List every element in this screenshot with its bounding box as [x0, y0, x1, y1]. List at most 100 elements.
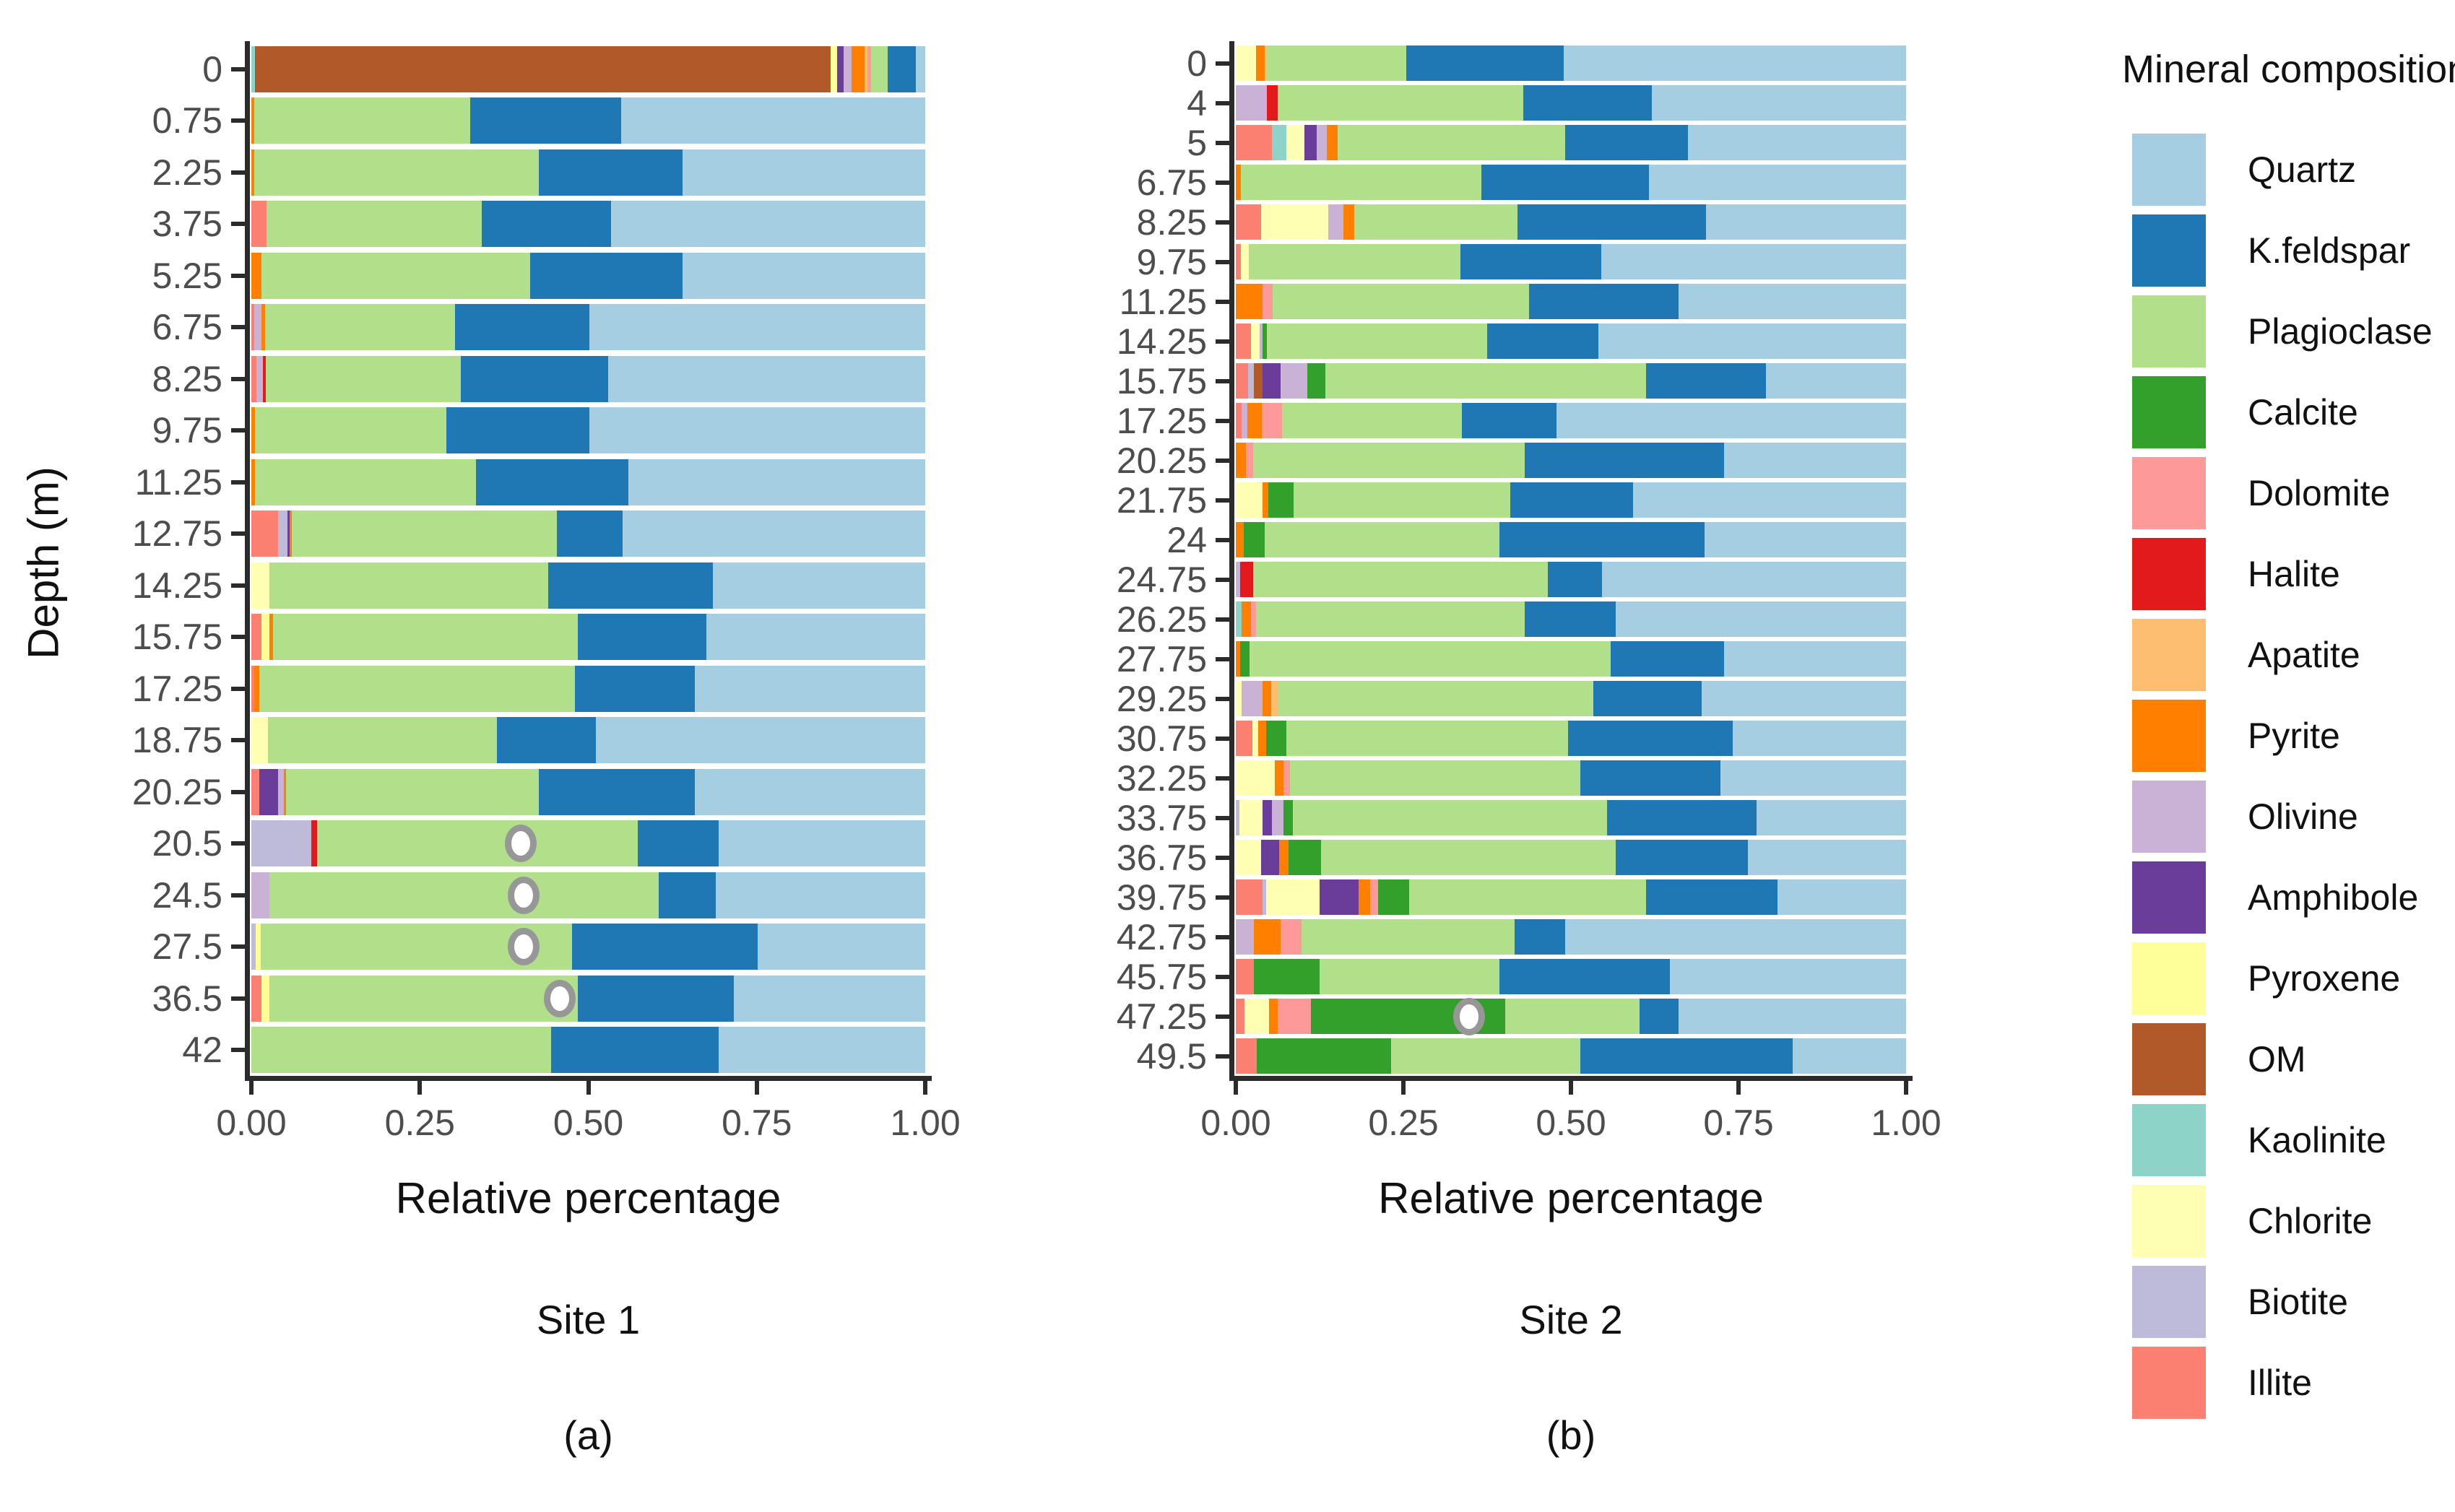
bar-segment-plagioclase	[1266, 323, 1487, 360]
bar-segment-kfeldspar	[1499, 958, 1671, 995]
bar-segment-kfeldspar	[1406, 45, 1564, 82]
bar-row	[1236, 164, 1906, 201]
bar-row	[251, 459, 925, 505]
bar-segment-olivine	[1236, 918, 1255, 955]
legend-swatch	[2132, 214, 2206, 287]
bar-segment-kfeldspar	[1580, 1038, 1793, 1074]
bar-segment-quartz	[734, 975, 925, 1022]
y-tick-mark	[1216, 617, 1229, 622]
bar-segment-kfeldspar	[454, 304, 590, 351]
y-tick-label: 36.5	[152, 978, 222, 1019]
y-tick-label: 30.75	[1116, 718, 1207, 759]
bar-segment-chlorite	[1241, 243, 1249, 280]
bar-segment-amphibole	[1261, 839, 1280, 876]
bar-segment-olivine	[256, 355, 263, 402]
x-tick-mark	[417, 1081, 423, 1095]
y-tick-mark	[231, 325, 245, 330]
y-tick-mark	[231, 273, 245, 278]
y-tick-mark	[1216, 498, 1229, 503]
bar-segment-quartz	[915, 45, 925, 92]
bar-segment-pyrite	[1254, 918, 1281, 955]
bar-segment-quartz	[1793, 1038, 1906, 1074]
legend-swatch	[2132, 861, 2206, 934]
y-tick-label: 36.75	[1116, 837, 1207, 878]
bar-segment-quartz	[1670, 958, 1906, 995]
y-tick-mark	[1216, 339, 1229, 344]
bar-segment-plagioclase	[317, 820, 638, 867]
bar-segment-quartz	[1688, 124, 1906, 161]
x-tick-mark	[249, 1081, 254, 1095]
y-tick-label: 5.25	[152, 255, 222, 296]
x-axis-line	[1229, 1076, 1913, 1081]
bar-segment-kfeldspar	[637, 820, 719, 867]
bar-segment-kfeldspar	[1524, 601, 1616, 638]
legend-label: K.feldspar	[2248, 230, 2411, 271]
bar-segment-plagioclase	[286, 768, 540, 815]
bar-segment-pyrite	[852, 45, 865, 92]
bar-segment-calcite	[1289, 839, 1321, 876]
bar-segment-biotite	[251, 820, 312, 867]
y-tick-mark	[1216, 180, 1229, 185]
bar-row	[1236, 84, 1906, 121]
legend-swatch	[2132, 781, 2206, 853]
y-tick-label: 24.75	[1116, 559, 1207, 600]
bar-segment-dolomite	[1245, 442, 1254, 479]
bar-segment-kfeldspar	[461, 355, 608, 402]
legend-swatch	[2132, 1185, 2206, 1257]
bar-segment-plagioclase	[291, 510, 557, 557]
bar-segment-plagioclase	[254, 407, 446, 454]
bar-row	[1236, 561, 1906, 598]
bar-segment-biotite	[251, 924, 256, 970]
bar-row	[1236, 442, 1906, 479]
bar-segment-kfeldspar	[1639, 998, 1679, 1035]
bar-segment-pyrite	[1257, 720, 1266, 757]
bar-row	[251, 252, 925, 299]
bar-row	[251, 717, 925, 764]
bar-segment-pyrite	[1279, 839, 1289, 876]
bar-segment-kfeldspar	[496, 717, 596, 764]
sample-point-marker	[544, 979, 576, 1017]
sample-point-marker	[1452, 997, 1485, 1035]
y-tick-label: 17.25	[1116, 400, 1207, 441]
bar-segment-pyrite	[1236, 283, 1263, 320]
bar-segment-plagioclase	[1278, 84, 1524, 121]
bar-segment-kfeldspar	[1481, 164, 1649, 201]
bar-segment-dolomite	[1251, 601, 1256, 638]
bar-segment-illite	[251, 614, 261, 661]
y-tick-label: 0	[202, 48, 222, 90]
bar-segment-plagioclase	[259, 665, 575, 712]
bar-segment-calcite	[1307, 362, 1326, 399]
bar-segment-quartz	[1563, 45, 1906, 82]
y-tick-mark	[231, 892, 245, 898]
bar-segment-kfeldspar	[1510, 482, 1634, 518]
bar-segment-plagioclase	[1253, 561, 1548, 598]
bar-row	[1236, 521, 1906, 558]
y-tick-mark	[231, 1048, 245, 1053]
legend-item-kfeldspar: K.feldspar	[2132, 214, 2410, 287]
bar-segment-pyrite	[1263, 680, 1272, 717]
site-caption: Site 2	[1519, 1297, 1623, 1342]
legend-item-calcite: Calcite	[2132, 376, 2358, 448]
bar-segment-chlorite	[1252, 720, 1258, 757]
y-tick-label: 5	[1187, 122, 1207, 163]
bar-segment-chlorite	[1236, 680, 1242, 717]
panel-label: (b)	[1546, 1412, 1596, 1458]
bar-segment-plagioclase	[265, 355, 462, 402]
y-tick-label: 11.25	[1119, 281, 1207, 322]
bar-segment-plagioclase	[269, 872, 659, 918]
legend-item-illite: Illite	[2132, 1347, 2312, 1419]
legend-label: OM	[2248, 1039, 2306, 1079]
bar-segment-pyrite	[283, 768, 287, 815]
y-tick-mark	[1216, 775, 1229, 781]
bar-row	[1236, 839, 1906, 876]
y-tick-label: 2.25	[152, 152, 222, 193]
bar-segment-illite	[1236, 362, 1248, 399]
bar-row	[251, 820, 925, 867]
bar-segment-quartz	[589, 304, 925, 351]
bar-segment-halite	[1239, 561, 1254, 598]
bar-segment-pyrite	[1236, 521, 1244, 558]
bar-segment-dolomite	[1283, 760, 1291, 796]
bar-segment-chlorite	[1239, 799, 1263, 836]
y-tick-mark	[231, 996, 245, 1001]
